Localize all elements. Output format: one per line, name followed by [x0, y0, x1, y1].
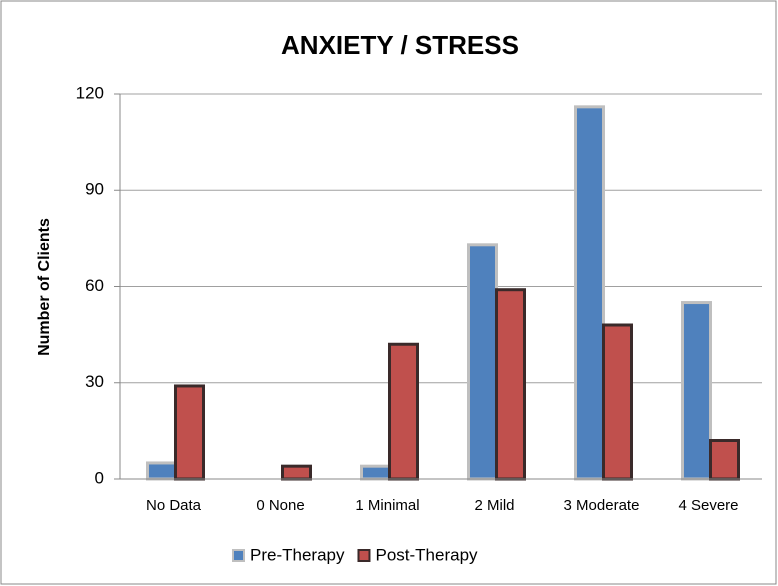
legend-swatch: [357, 549, 371, 562]
bar: [388, 342, 419, 481]
legend-swatch: [232, 549, 245, 562]
bar: [709, 439, 740, 481]
x-tick-label: 4 Severe: [678, 497, 738, 514]
bar: [681, 301, 712, 481]
x-tick-label: No Data: [146, 497, 202, 514]
y-tick-label: 30: [85, 372, 104, 391]
bar: [574, 105, 605, 481]
y-tick-label: 120: [76, 83, 104, 102]
y-tick-label: 90: [85, 180, 104, 199]
legend-label: Pre-Therapy: [250, 545, 345, 564]
x-tick-label: 3 Moderate: [564, 497, 640, 514]
y-axis-label: Number of Clients: [36, 218, 53, 356]
y-tick-label: 0: [95, 468, 104, 487]
y-tick-label: 60: [85, 276, 104, 295]
bar: [360, 464, 391, 481]
chart-title: ANXIETY / STRESS: [281, 30, 519, 60]
x-tick-label: 1 Minimal: [355, 497, 419, 514]
x-tick-label: 0 None: [256, 497, 304, 514]
bar: [281, 464, 312, 481]
legend-label: Post-Therapy: [375, 545, 478, 564]
x-tick-label: 2 Mild: [474, 497, 514, 514]
bar: [467, 243, 498, 481]
bar: [602, 323, 633, 481]
bar: [495, 288, 526, 481]
bar: [146, 461, 177, 481]
bar: [174, 384, 205, 481]
